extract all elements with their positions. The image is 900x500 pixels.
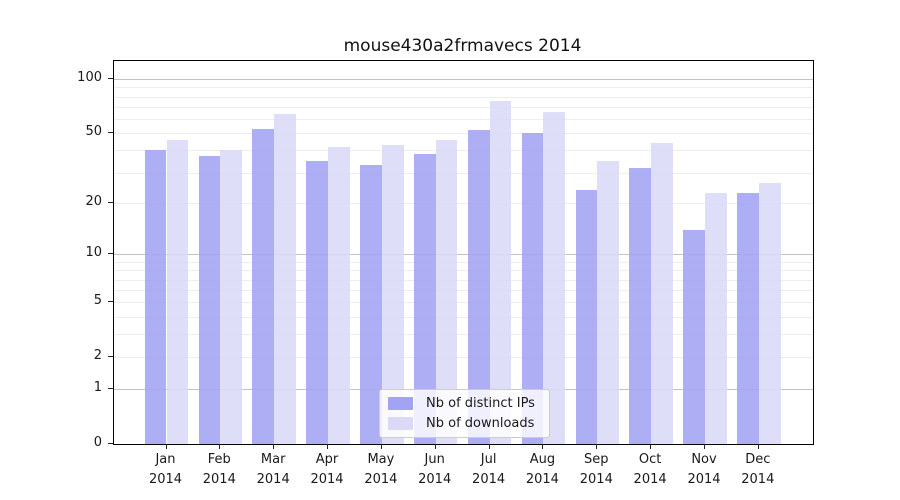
- bar-distinct-ips: [306, 160, 328, 444]
- gridline-major: [114, 254, 813, 256]
- legend: Nb of distinct IPs Nb of downloads: [379, 389, 550, 438]
- y-tick-mark: [108, 301, 113, 303]
- bar-downloads: [220, 150, 243, 444]
- x-axis-tick-label: Oct 2014: [633, 452, 667, 487]
- y-tick-mark: [108, 356, 113, 358]
- bar-downloads: [328, 146, 350, 444]
- gridline-minor: [114, 334, 813, 336]
- bar-distinct-ips: [144, 150, 167, 444]
- gridline-minor: [114, 357, 813, 359]
- chart-title: mouse430a2frmavecs 2014: [343, 36, 582, 56]
- y-tick-mark: [108, 388, 113, 390]
- gridline-minor: [114, 133, 813, 135]
- gridline-minor: [114, 290, 813, 292]
- x-tick-mark: [650, 444, 652, 449]
- x-tick-mark: [757, 444, 759, 449]
- legend-label: Nb of distinct IPs: [426, 396, 535, 411]
- legend-label: Nb of downloads: [426, 416, 535, 431]
- y-axis-tick-label: 0: [93, 435, 102, 450]
- gridline-minor: [114, 87, 813, 89]
- bar-downloads: [381, 144, 404, 444]
- gridline-minor: [114, 270, 813, 272]
- y-axis-tick-label: 5: [93, 293, 102, 309]
- bar-downloads: [489, 100, 512, 444]
- x-axis-tick-label: Sep 2014: [579, 452, 613, 487]
- gridline-minor: [114, 203, 813, 205]
- bar-distinct-ips: [467, 130, 490, 444]
- y-axis-tick-label: 10: [85, 245, 102, 261]
- y-tick-mark: [108, 443, 113, 444]
- legend-swatch-downloads: [388, 417, 413, 430]
- x-axis-tick-label: Mar 2014: [256, 452, 290, 487]
- gridline-minor: [114, 316, 813, 318]
- bar-distinct-ips: [575, 189, 598, 444]
- y-axis-tick-label: 20: [85, 194, 102, 210]
- bar-downloads: [705, 192, 727, 444]
- bar-distinct-ips: [360, 165, 382, 444]
- x-axis-tick-label: Aug 2014: [525, 452, 559, 487]
- gridline-minor: [114, 107, 813, 108]
- gridline-minor: [114, 96, 813, 98]
- x-tick-mark: [704, 444, 705, 449]
- x-tick-mark: [219, 444, 221, 449]
- y-axis-tick-label: 2: [93, 348, 102, 364]
- bar-downloads: [166, 139, 189, 444]
- bar-distinct-ips: [629, 167, 652, 444]
- bar-downloads: [651, 143, 673, 444]
- x-axis-tick-label: Jul 2014: [472, 452, 506, 487]
- gridline-minor: [114, 172, 813, 174]
- x-axis-tick-label: Dec 2014: [741, 452, 775, 487]
- y-tick-mark: [108, 202, 113, 204]
- bar-distinct-ips: [198, 156, 221, 444]
- x-tick-mark: [596, 444, 598, 449]
- gridline-minor: [114, 119, 813, 120]
- y-axis-tick-label: 100: [77, 70, 102, 86]
- y-axis-tick-label: 1: [93, 380, 102, 396]
- legend-item: Nb of distinct IPs: [388, 396, 535, 411]
- bar-distinct-ips: [737, 192, 759, 444]
- bar-downloads: [274, 114, 296, 444]
- x-axis-tick-label: Jan 2014: [148, 452, 183, 487]
- x-axis-tick-label: May 2014: [364, 452, 398, 487]
- gridline-minor: [114, 150, 813, 152]
- bar-distinct-ips: [521, 133, 544, 444]
- x-tick-mark: [380, 444, 382, 449]
- x-tick-mark: [165, 444, 167, 449]
- y-axis-tick-label: 50: [85, 124, 102, 140]
- x-axis-tick-label: Apr 2014: [310, 452, 344, 487]
- bar-distinct-ips: [683, 229, 705, 444]
- bar-downloads: [758, 183, 781, 444]
- x-tick-mark: [488, 444, 490, 449]
- gridline-minor: [114, 279, 813, 281]
- plot-area: Nb of distinct IPs Nb of downloads: [113, 60, 814, 445]
- x-tick-mark: [542, 444, 544, 449]
- x-axis-tick-label: Jun 2014: [418, 452, 452, 487]
- bar-downloads: [543, 111, 566, 444]
- y-tick-mark: [108, 78, 113, 80]
- y-tick-mark: [108, 253, 113, 255]
- bar-downloads: [597, 160, 620, 444]
- y-tick-mark: [108, 132, 113, 134]
- legend-swatch-distinct-ips: [388, 397, 413, 410]
- bar-distinct-ips: [252, 128, 275, 444]
- x-axis-tick-label: Nov 2014: [687, 452, 721, 487]
- gridline-major: [114, 79, 813, 81]
- x-tick-mark: [434, 444, 436, 449]
- legend-item: Nb of downloads: [388, 416, 535, 431]
- x-axis-tick-label: Feb 2014: [202, 452, 236, 487]
- x-tick-mark: [327, 444, 328, 449]
- gridline-minor: [114, 302, 813, 304]
- bar-distinct-ips: [413, 154, 436, 444]
- x-tick-mark: [273, 444, 275, 449]
- gridline-minor: [114, 261, 813, 263]
- bar-downloads: [435, 139, 458, 444]
